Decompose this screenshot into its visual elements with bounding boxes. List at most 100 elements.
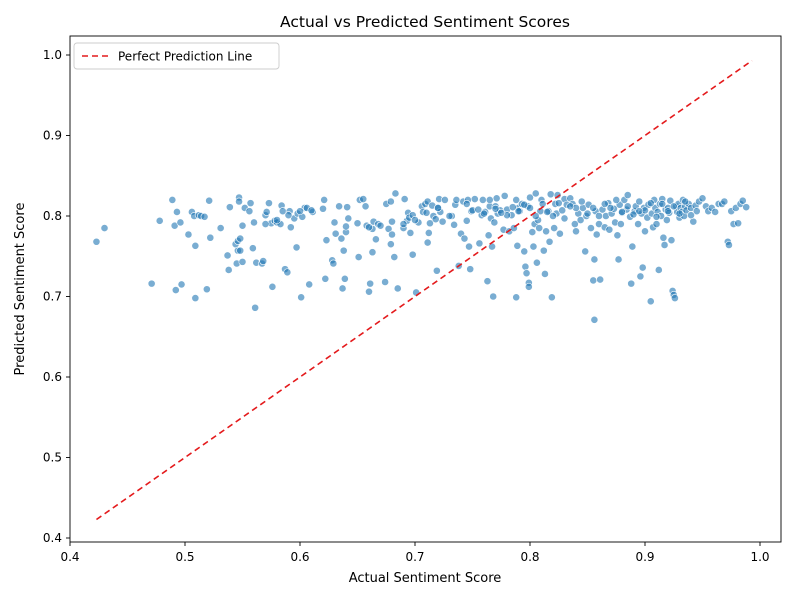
data-point	[475, 239, 484, 248]
data-point	[466, 265, 475, 274]
data-point	[462, 200, 471, 208]
y-axis-label: Predicted Sentiment Score	[13, 203, 28, 376]
data-point	[616, 220, 625, 228]
data-point	[618, 208, 626, 216]
legend-label: Perfect Prediction Line	[118, 50, 252, 64]
data-point	[224, 266, 233, 274]
data-point	[236, 246, 245, 255]
data-point	[386, 197, 395, 206]
data-point	[286, 223, 295, 232]
data-point	[262, 208, 271, 216]
data-point	[399, 220, 408, 228]
data-point	[512, 195, 521, 204]
data-point	[587, 224, 595, 232]
data-point	[508, 203, 517, 212]
data-point	[391, 189, 400, 198]
data-point	[261, 220, 270, 228]
data-point	[321, 274, 330, 283]
data-point	[426, 219, 434, 228]
data-point	[462, 216, 471, 225]
data-point	[577, 197, 586, 206]
data-point	[381, 278, 389, 286]
y-axis-ticks: 0.4 0.5 0.6 0.7 0.8 0.9 1.0	[43, 48, 70, 545]
data-point	[492, 194, 501, 203]
x-tick-label: 0.4	[60, 550, 79, 564]
data-point	[590, 315, 599, 324]
data-point	[636, 272, 645, 281]
data-point	[520, 200, 529, 209]
data-point	[236, 234, 245, 243]
data-point	[450, 220, 458, 229]
data-point	[614, 255, 623, 264]
data-point	[623, 191, 632, 199]
data-point	[550, 224, 559, 232]
data-point	[319, 204, 327, 213]
data-point	[354, 253, 363, 261]
y-tick-label: 1.0	[43, 48, 62, 62]
data-point	[490, 218, 499, 227]
data-point	[589, 204, 598, 212]
data-point	[483, 277, 492, 286]
data-point	[539, 246, 548, 255]
data-point	[549, 212, 557, 220]
data-point	[251, 303, 260, 312]
data-point	[292, 243, 301, 252]
data-point	[652, 212, 661, 221]
data-point	[388, 230, 396, 239]
scatter-points	[92, 189, 751, 324]
data-point	[393, 284, 402, 293]
x-tick-label: 0.9	[635, 550, 654, 564]
data-point	[191, 294, 200, 303]
data-point	[238, 221, 247, 230]
data-point	[556, 229, 564, 238]
data-point	[541, 270, 549, 278]
data-point	[438, 217, 447, 226]
plot-area-frame	[69, 35, 782, 543]
y-tick-label: 0.9	[43, 129, 62, 143]
data-point	[635, 197, 644, 206]
data-point	[589, 276, 598, 285]
data-point	[646, 297, 655, 306]
data-point	[671, 294, 679, 303]
data-point	[529, 242, 538, 251]
data-point	[635, 207, 644, 216]
data-point	[265, 199, 273, 208]
x-axis-ticks: 0.4 0.5 0.6 0.7 0.8 0.9 1.0	[60, 542, 770, 564]
data-point	[522, 269, 531, 278]
data-point	[205, 196, 214, 205]
data-point	[155, 216, 164, 225]
data-point	[612, 195, 621, 204]
data-point	[474, 205, 483, 214]
data-point	[489, 292, 498, 301]
data-point	[720, 197, 729, 206]
data-point	[452, 195, 461, 204]
data-point	[268, 282, 277, 291]
data-point	[176, 218, 185, 227]
data-point	[628, 242, 637, 251]
data-point	[384, 224, 393, 233]
data-point	[440, 195, 449, 204]
data-point	[605, 225, 614, 234]
data-point	[177, 280, 186, 289]
data-point	[200, 212, 209, 221]
data-point	[658, 200, 667, 208]
data-point	[376, 221, 385, 230]
data-point	[273, 216, 281, 224]
data-point	[365, 287, 373, 296]
legend: Perfect Prediction Line	[73, 42, 280, 70]
y-tick-label: 0.4	[43, 531, 62, 545]
y-tick-label: 0.8	[43, 209, 62, 223]
data-point	[92, 237, 101, 246]
data-point	[600, 200, 609, 208]
data-point	[654, 266, 663, 274]
data-point	[681, 197, 690, 206]
data-point	[698, 194, 707, 203]
data-point	[581, 247, 590, 256]
data-point	[245, 207, 254, 216]
data-point	[191, 241, 200, 250]
data-point	[171, 286, 180, 294]
data-point	[572, 227, 580, 236]
data-point	[478, 195, 487, 204]
data-point	[386, 240, 395, 249]
data-point	[533, 258, 541, 267]
